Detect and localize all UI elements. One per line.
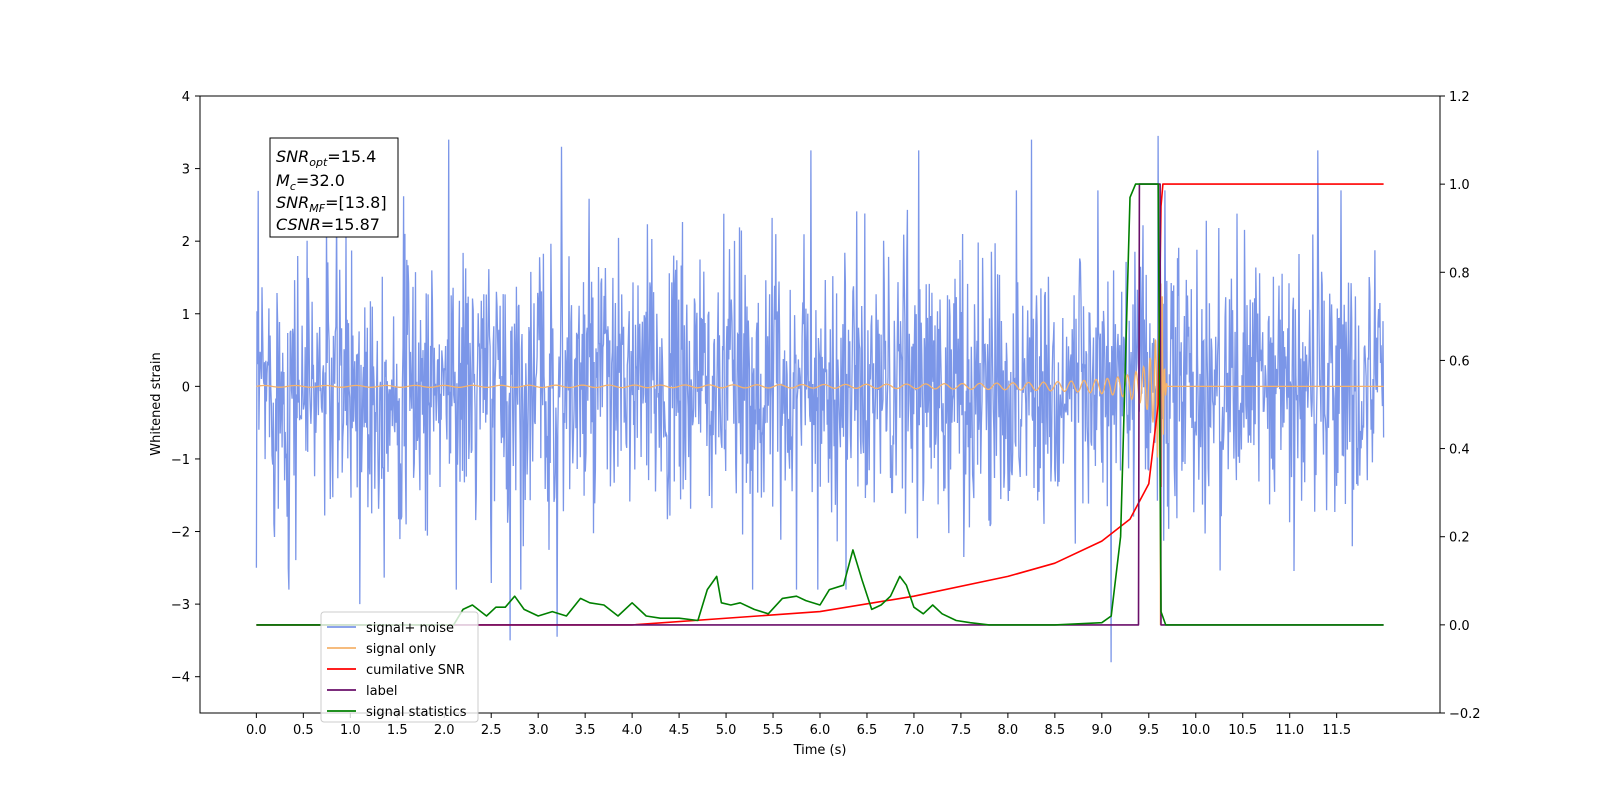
x-axis: 0.0 0.5 1.0 1.5 2.0 2.5 3.0 3.5 4.0 4.5 5.0 5.5 6.0 6… [246,713,1351,738]
x-tick-label: 3.0 [528,723,549,738]
annotation-line-snr-mf: SNRMF=[13.8] [276,193,387,215]
y2-tick-label: 0.6 [1449,354,1470,369]
y2-tick-label: 1.0 [1449,178,1470,193]
legend-entry-signal-noise: signal+ noise [327,621,454,636]
x-tick-label: 2.0 [434,723,455,738]
y-tick-label: 2 [182,235,190,250]
legend-label: signal+ noise [366,621,454,636]
x-tick-label: 4.0 [622,723,643,738]
y-tick-label: 4 [182,90,190,105]
x-tick-label: 7.5 [951,723,972,738]
series-signal-noise-line [255,135,1385,663]
x-tick-label: 8.5 [1045,723,1066,738]
y-tick-label: 3 [182,163,190,178]
y-axis-right: −0.2 0.0 0.2 0.4 0.6 0.8 1.0 1.2 [1440,90,1481,722]
legend-label: signal statistics [366,705,467,720]
legend-label: cumilative SNR [366,663,465,678]
legend: signal+ noise signal only cumilative SNR la… [320,611,479,723]
y-tick-label: −4 [171,671,190,686]
x-tick-label: 0.0 [246,723,267,738]
y2-tick-label: 0.2 [1449,531,1470,546]
annotation-line-mc: Mc=32.0 [276,171,345,193]
x-tick-label: 5.5 [763,723,784,738]
x-tick-label: 6.0 [810,723,831,738]
series-signal-only-line [256,279,1384,626]
plot-area [255,135,1385,663]
y-tick-label: −3 [171,598,190,613]
legend-label: label [366,684,397,699]
x-tick-label: 11.5 [1322,723,1351,738]
stats-annotation-box: SNRopt=15.4 Mc=32.0 SNRMF=[13.8] CSNR=15… [269,137,399,238]
y-tick-label: −1 [171,453,190,468]
legend-entry-cumulative-snr: cumilative SNR [327,663,465,678]
legend-label: signal only [366,642,436,657]
x-tick-label: 8.0 [998,723,1019,738]
legend-entry-signal-statistics: signal statistics [327,705,467,720]
annotation-frame [269,137,399,238]
x-tick-label: 1.5 [387,723,408,738]
annotation-line-csnr: CSNR=15.87 [276,215,380,234]
x-tick-label: 11.0 [1275,723,1304,738]
x-tick-label: 9.5 [1138,723,1159,738]
x-tick-label: 4.5 [669,723,690,738]
y2-tick-label: 1.2 [1449,90,1470,105]
x-tick-label: 10.5 [1228,723,1257,738]
x-tick-label: 9.0 [1091,723,1112,738]
series-cumulative-snr-line [256,183,1384,626]
x-tick-label: 3.5 [575,723,596,738]
y2-tick-label: 0.4 [1449,443,1470,458]
y-tick-label: −2 [171,526,190,541]
x-tick-label: 6.5 [857,723,878,738]
x-tick-label: 10.0 [1181,723,1210,738]
y-tick-label: 1 [182,308,190,323]
y2-tick-label: 0.0 [1449,619,1470,634]
y-axis-label: Whitened strain [149,352,164,455]
legend-entry-signal-only: signal only [327,642,436,657]
x-tick-label: 1.0 [340,723,361,738]
legend-entry-label: label [327,684,397,699]
x-tick-label: 2.5 [481,723,502,738]
x-axis-label: Time (s) [793,743,847,758]
y-axis-left: −4 −3 −2 −1 0 1 2 3 4 [171,90,200,686]
x-tick-label: 7.0 [904,723,925,738]
series-signal-statistics-line [256,183,1384,626]
y2-tick-label: 0.8 [1449,266,1470,281]
x-tick-label: 0.5 [293,723,314,738]
annotation-line-snr-opt: SNRopt=15.4 [276,147,376,169]
x-tick-label: 5.0 [716,723,737,738]
y-tick-label: 0 [182,380,190,395]
y2-tick-label: −0.2 [1449,707,1481,722]
legend-frame [320,611,479,723]
